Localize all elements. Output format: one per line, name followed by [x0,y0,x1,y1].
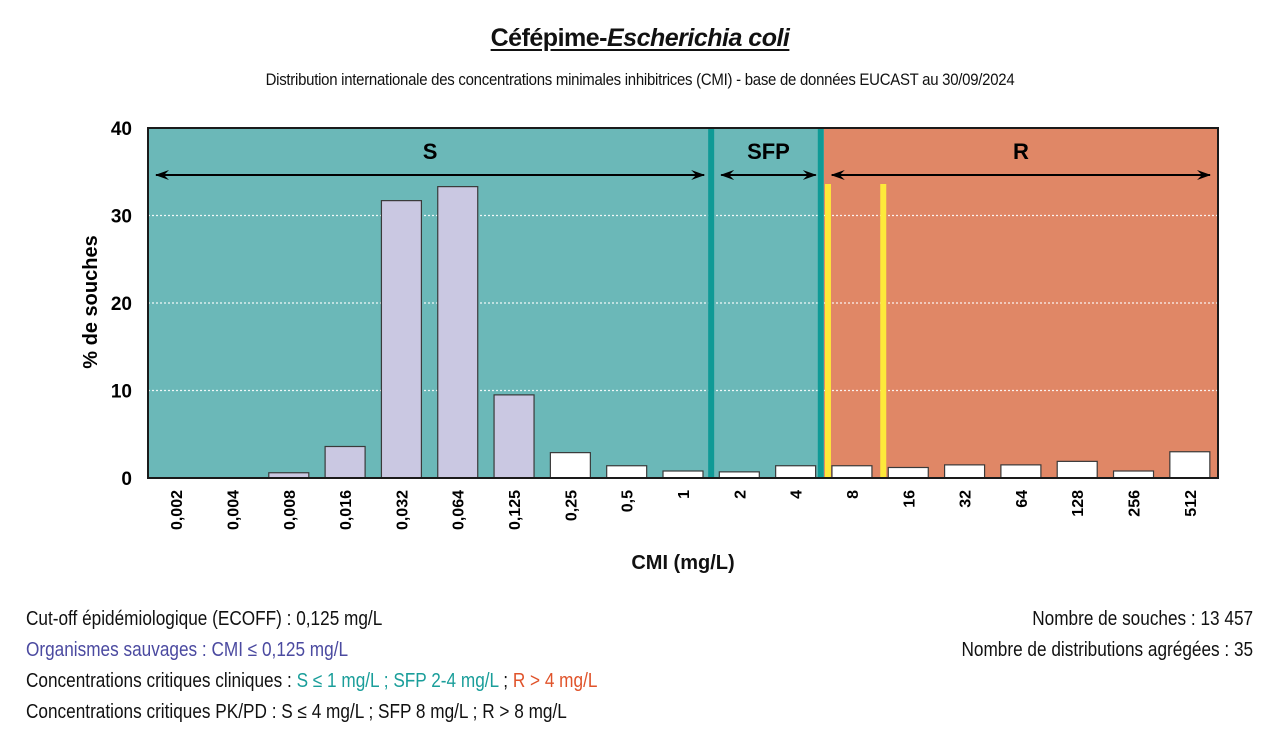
bar-4 [775,465,817,479]
bar-256 [1112,470,1155,479]
x-tick-label: 1 [676,490,693,499]
bar-128 [1056,460,1098,479]
y-tick-label: 10 [111,382,132,403]
breakpoint-notes: Cut-off épidémiologique (ECOFF) : 0,125 … [26,604,597,728]
zone-arrows-layer: S SFP R [155,139,1211,180]
zone-label-r: R [1013,139,1029,164]
y-tick-label: 40 [111,119,132,140]
x-tick-label: 0,004 [225,490,242,530]
strain-count: Nombre de souches : 13 457 [1032,608,1253,630]
x-tick-label: 2 [732,490,749,499]
x-tick-label: 256 [1127,490,1144,517]
bar-8 [831,465,873,479]
x-tick-label: 512 [1183,490,1200,517]
ecoff-note: Cut-off épidémiologique (ECOFF) : 0,125 … [26,608,383,630]
distribution-count: Nombre de distributions agrégées : 35 [961,639,1253,661]
mic-distribution-chart: S SFP R 0 10 20 30 40 0,002 0,004 0,008 0,016 0,03… [80,119,1219,530]
chart-subtitle: Distribution internationale des concentr… [265,70,1015,89]
bar-64 [1000,464,1042,479]
clinical-r: R > 4 mg/L [512,670,598,692]
y-axis-label: % de souches [80,235,102,368]
pkpd-breakpoints-note: Concentrations critiques PK/PD : S ≤ 4 m… [26,701,567,723]
clinical-sep: ; [498,670,513,692]
zone-label-sfp: SFP [747,139,790,164]
bar-32 [943,464,986,479]
x-tick-label: 0,064 [451,490,468,530]
plot-frame [147,127,1219,479]
title-organism: Escherichia coli [607,24,790,52]
x-tick-label: 0,25 [563,490,580,521]
x-tick-label: 0,125 [507,490,524,530]
bar-0,25 [549,452,591,479]
x-tick-label: 8 [845,490,862,499]
x-tick-label: 4 [789,490,806,499]
bar-0,5 [606,465,648,479]
clinical-s: S ≤ 1 mg/L ; SFP 2-4 mg/L [296,670,499,692]
x-tick-label: 128 [1070,490,1087,517]
bar-0,125 [493,394,535,479]
y-tick-label: 0 [121,469,132,490]
x-tick-label: 0,032 [394,490,411,530]
bar-0,016 [324,445,366,479]
y-ticks: 0 10 20 30 40 [111,119,132,490]
chart-title: Céfépime-Escherichia coli [0,24,1280,53]
x-ticks: 0,002 0,004 0,008 0,016 0,032 0,064 0,125 0,25 0… [169,490,1200,530]
bar-512 [1169,451,1211,479]
dataset-stats: Nombre de souches : 13 457 Nombre de dis… [961,604,1253,666]
clinical-breakpoints-note: Concentrations critiques cliniques : S ≤… [26,666,597,697]
y-tick-label: 30 [111,207,132,228]
x-tick-label: 16 [901,490,918,508]
x-tick-label: 0,008 [282,490,299,530]
clinical-prefix: Concentrations critiques cliniques : [26,670,297,692]
wild-type-note: Organismes sauvages : CMI ≤ 0,125 mg/L [26,639,349,661]
x-tick-label: 64 [1014,490,1031,508]
bar-0,064 [437,186,479,479]
bar-16 [887,466,929,479]
y-tick-label: 20 [111,294,132,315]
breakpoint-lines-layer [708,128,887,478]
bars-layer [268,186,1211,479]
x-tick-label: 0,016 [338,490,355,530]
x-tick-label: 0,5 [620,490,637,512]
x-tick-label: 0,002 [169,490,186,530]
title-drug: Céfépime- [490,24,608,52]
bar-1 [662,470,704,479]
x-tick-label: 32 [958,490,975,508]
bar-0,032 [380,200,423,479]
zone-label-s: S [423,139,438,164]
x-axis-label: CMI (mg/L) [631,552,735,574]
